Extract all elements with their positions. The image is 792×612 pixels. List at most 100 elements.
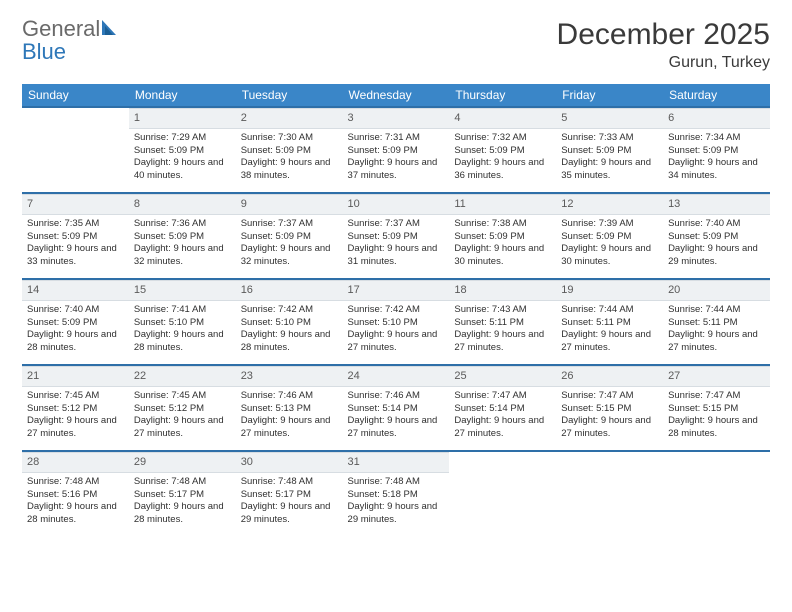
day-body: Sunrise: 7:29 AMSunset: 5:09 PMDaylight:… <box>129 129 236 188</box>
day-body: Sunrise: 7:48 AMSunset: 5:16 PMDaylight:… <box>22 473 129 532</box>
sunrise-line: Sunrise: 7:46 AM <box>348 390 445 403</box>
day-body: Sunrise: 7:34 AMSunset: 5:09 PMDaylight:… <box>663 129 770 188</box>
sunset-line: Sunset: 5:13 PM <box>241 403 338 416</box>
calendar-day-cell: 17Sunrise: 7:42 AMSunset: 5:10 PMDayligh… <box>343 279 450 365</box>
calendar-week-row: 14Sunrise: 7:40 AMSunset: 5:09 PMDayligh… <box>22 279 770 365</box>
day-number: 4 <box>449 108 556 129</box>
daylight-line: Daylight: 9 hours and 28 minutes. <box>134 329 231 355</box>
daylight-line: Daylight: 9 hours and 28 minutes. <box>134 501 231 527</box>
sunset-line: Sunset: 5:15 PM <box>668 403 765 416</box>
calendar-body: . 1Sunrise: 7:29 AMSunset: 5:09 PMDayligh… <box>22 107 770 537</box>
weekday-header: Friday <box>556 84 663 107</box>
daylight-line: Daylight: 9 hours and 27 minutes. <box>348 329 445 355</box>
sunset-line: Sunset: 5:18 PM <box>348 489 445 502</box>
daylight-line: Daylight: 9 hours and 30 minutes. <box>561 243 658 269</box>
logo-sail-icon <box>101 18 123 41</box>
day-body: Sunrise: 7:48 AMSunset: 5:17 PMDaylight:… <box>236 473 343 532</box>
weekday-header: Sunday <box>22 84 129 107</box>
day-body: Sunrise: 7:31 AMSunset: 5:09 PMDaylight:… <box>343 129 450 188</box>
calendar-day-cell: 1Sunrise: 7:29 AMSunset: 5:09 PMDaylight… <box>129 107 236 193</box>
title-block: December 2025 Gurun, Turkey <box>557 18 770 72</box>
daylight-line: Daylight: 9 hours and 27 minutes. <box>454 329 551 355</box>
sunrise-line: Sunrise: 7:43 AM <box>454 304 551 317</box>
sunrise-line: Sunrise: 7:44 AM <box>668 304 765 317</box>
day-number: 28 <box>22 452 129 473</box>
weekday-header: Thursday <box>449 84 556 107</box>
logo-word2: Blue <box>22 39 66 64</box>
daylight-line: Daylight: 9 hours and 38 minutes. <box>241 157 338 183</box>
sunrise-line: Sunrise: 7:44 AM <box>561 304 658 317</box>
calendar-week-row: 21Sunrise: 7:45 AMSunset: 5:12 PMDayligh… <box>22 365 770 451</box>
sunrise-line: Sunrise: 7:32 AM <box>454 132 551 145</box>
day-number: 14 <box>22 280 129 301</box>
sunrise-line: Sunrise: 7:37 AM <box>348 218 445 231</box>
calendar-day-cell: . <box>449 451 556 537</box>
location-label: Gurun, Turkey <box>557 54 770 72</box>
sunset-line: Sunset: 5:10 PM <box>134 317 231 330</box>
sunset-line: Sunset: 5:14 PM <box>454 403 551 416</box>
sunrise-line: Sunrise: 7:42 AM <box>241 304 338 317</box>
sunrise-line: Sunrise: 7:48 AM <box>27 476 124 489</box>
calendar-week-row: 7Sunrise: 7:35 AMSunset: 5:09 PMDaylight… <box>22 193 770 279</box>
daylight-line: Daylight: 9 hours and 28 minutes. <box>241 329 338 355</box>
sunrise-line: Sunrise: 7:37 AM <box>241 218 338 231</box>
logo-word1: General <box>22 16 100 41</box>
sunset-line: Sunset: 5:17 PM <box>134 489 231 502</box>
header: General Blue December 2025 Gurun, Turkey <box>22 18 770 72</box>
sunrise-line: Sunrise: 7:47 AM <box>668 390 765 403</box>
calendar-day-cell: 7Sunrise: 7:35 AMSunset: 5:09 PMDaylight… <box>22 193 129 279</box>
calendar-day-cell: 26Sunrise: 7:47 AMSunset: 5:15 PMDayligh… <box>556 365 663 451</box>
calendar-day-cell: 10Sunrise: 7:37 AMSunset: 5:09 PMDayligh… <box>343 193 450 279</box>
day-body: Sunrise: 7:30 AMSunset: 5:09 PMDaylight:… <box>236 129 343 188</box>
calendar-day-cell: 28Sunrise: 7:48 AMSunset: 5:16 PMDayligh… <box>22 451 129 537</box>
sunrise-line: Sunrise: 7:47 AM <box>454 390 551 403</box>
sunrise-line: Sunrise: 7:40 AM <box>27 304 124 317</box>
sunset-line: Sunset: 5:09 PM <box>454 231 551 244</box>
weekday-header: Saturday <box>663 84 770 107</box>
sunset-line: Sunset: 5:12 PM <box>134 403 231 416</box>
day-body: Sunrise: 7:47 AMSunset: 5:15 PMDaylight:… <box>556 387 663 446</box>
sunrise-line: Sunrise: 7:48 AM <box>348 476 445 489</box>
sunrise-line: Sunrise: 7:41 AM <box>134 304 231 317</box>
calendar-day-cell: 18Sunrise: 7:43 AMSunset: 5:11 PMDayligh… <box>449 279 556 365</box>
day-body: Sunrise: 7:42 AMSunset: 5:10 PMDaylight:… <box>236 301 343 360</box>
calendar-day-cell: 9Sunrise: 7:37 AMSunset: 5:09 PMDaylight… <box>236 193 343 279</box>
sunset-line: Sunset: 5:09 PM <box>561 231 658 244</box>
day-body: Sunrise: 7:36 AMSunset: 5:09 PMDaylight:… <box>129 215 236 274</box>
calendar-day-cell: 27Sunrise: 7:47 AMSunset: 5:15 PMDayligh… <box>663 365 770 451</box>
sunrise-line: Sunrise: 7:29 AM <box>134 132 231 145</box>
sunrise-line: Sunrise: 7:45 AM <box>134 390 231 403</box>
day-number: 25 <box>449 366 556 387</box>
day-number: 23 <box>236 366 343 387</box>
calendar-day-cell: 11Sunrise: 7:38 AMSunset: 5:09 PMDayligh… <box>449 193 556 279</box>
sunset-line: Sunset: 5:15 PM <box>561 403 658 416</box>
day-body: Sunrise: 7:38 AMSunset: 5:09 PMDaylight:… <box>449 215 556 274</box>
calendar-day-cell: 19Sunrise: 7:44 AMSunset: 5:11 PMDayligh… <box>556 279 663 365</box>
calendar-day-cell: 16Sunrise: 7:42 AMSunset: 5:10 PMDayligh… <box>236 279 343 365</box>
daylight-line: Daylight: 9 hours and 27 minutes. <box>561 329 658 355</box>
sunset-line: Sunset: 5:09 PM <box>668 231 765 244</box>
sunrise-line: Sunrise: 7:35 AM <box>27 218 124 231</box>
calendar-head: SundayMondayTuesdayWednesdayThursdayFrid… <box>22 84 770 107</box>
sunrise-line: Sunrise: 7:46 AM <box>241 390 338 403</box>
day-number: 20 <box>663 280 770 301</box>
sunrise-line: Sunrise: 7:30 AM <box>241 132 338 145</box>
calendar-week-row: 28Sunrise: 7:48 AMSunset: 5:16 PMDayligh… <box>22 451 770 537</box>
daylight-line: Daylight: 9 hours and 27 minutes. <box>348 415 445 441</box>
daylight-line: Daylight: 9 hours and 28 minutes. <box>27 501 124 527</box>
daylight-line: Daylight: 9 hours and 30 minutes. <box>454 243 551 269</box>
daylight-line: Daylight: 9 hours and 29 minutes. <box>348 501 445 527</box>
day-number: 24 <box>343 366 450 387</box>
day-body: Sunrise: 7:35 AMSunset: 5:09 PMDaylight:… <box>22 215 129 274</box>
daylight-line: Daylight: 9 hours and 27 minutes. <box>134 415 231 441</box>
calendar-week-row: .1Sunrise: 7:29 AMSunset: 5:09 PMDayligh… <box>22 107 770 193</box>
calendar-day-cell: 5Sunrise: 7:33 AMSunset: 5:09 PMDaylight… <box>556 107 663 193</box>
sunset-line: Sunset: 5:12 PM <box>27 403 124 416</box>
sunset-line: Sunset: 5:09 PM <box>134 145 231 158</box>
sunset-line: Sunset: 5:09 PM <box>134 231 231 244</box>
calendar-day-cell: 21Sunrise: 7:45 AMSunset: 5:12 PMDayligh… <box>22 365 129 451</box>
sunrise-line: Sunrise: 7:42 AM <box>348 304 445 317</box>
day-body: Sunrise: 7:42 AMSunset: 5:10 PMDaylight:… <box>343 301 450 360</box>
day-body: Sunrise: 7:39 AMSunset: 5:09 PMDaylight:… <box>556 215 663 274</box>
daylight-line: Daylight: 9 hours and 35 minutes. <box>561 157 658 183</box>
